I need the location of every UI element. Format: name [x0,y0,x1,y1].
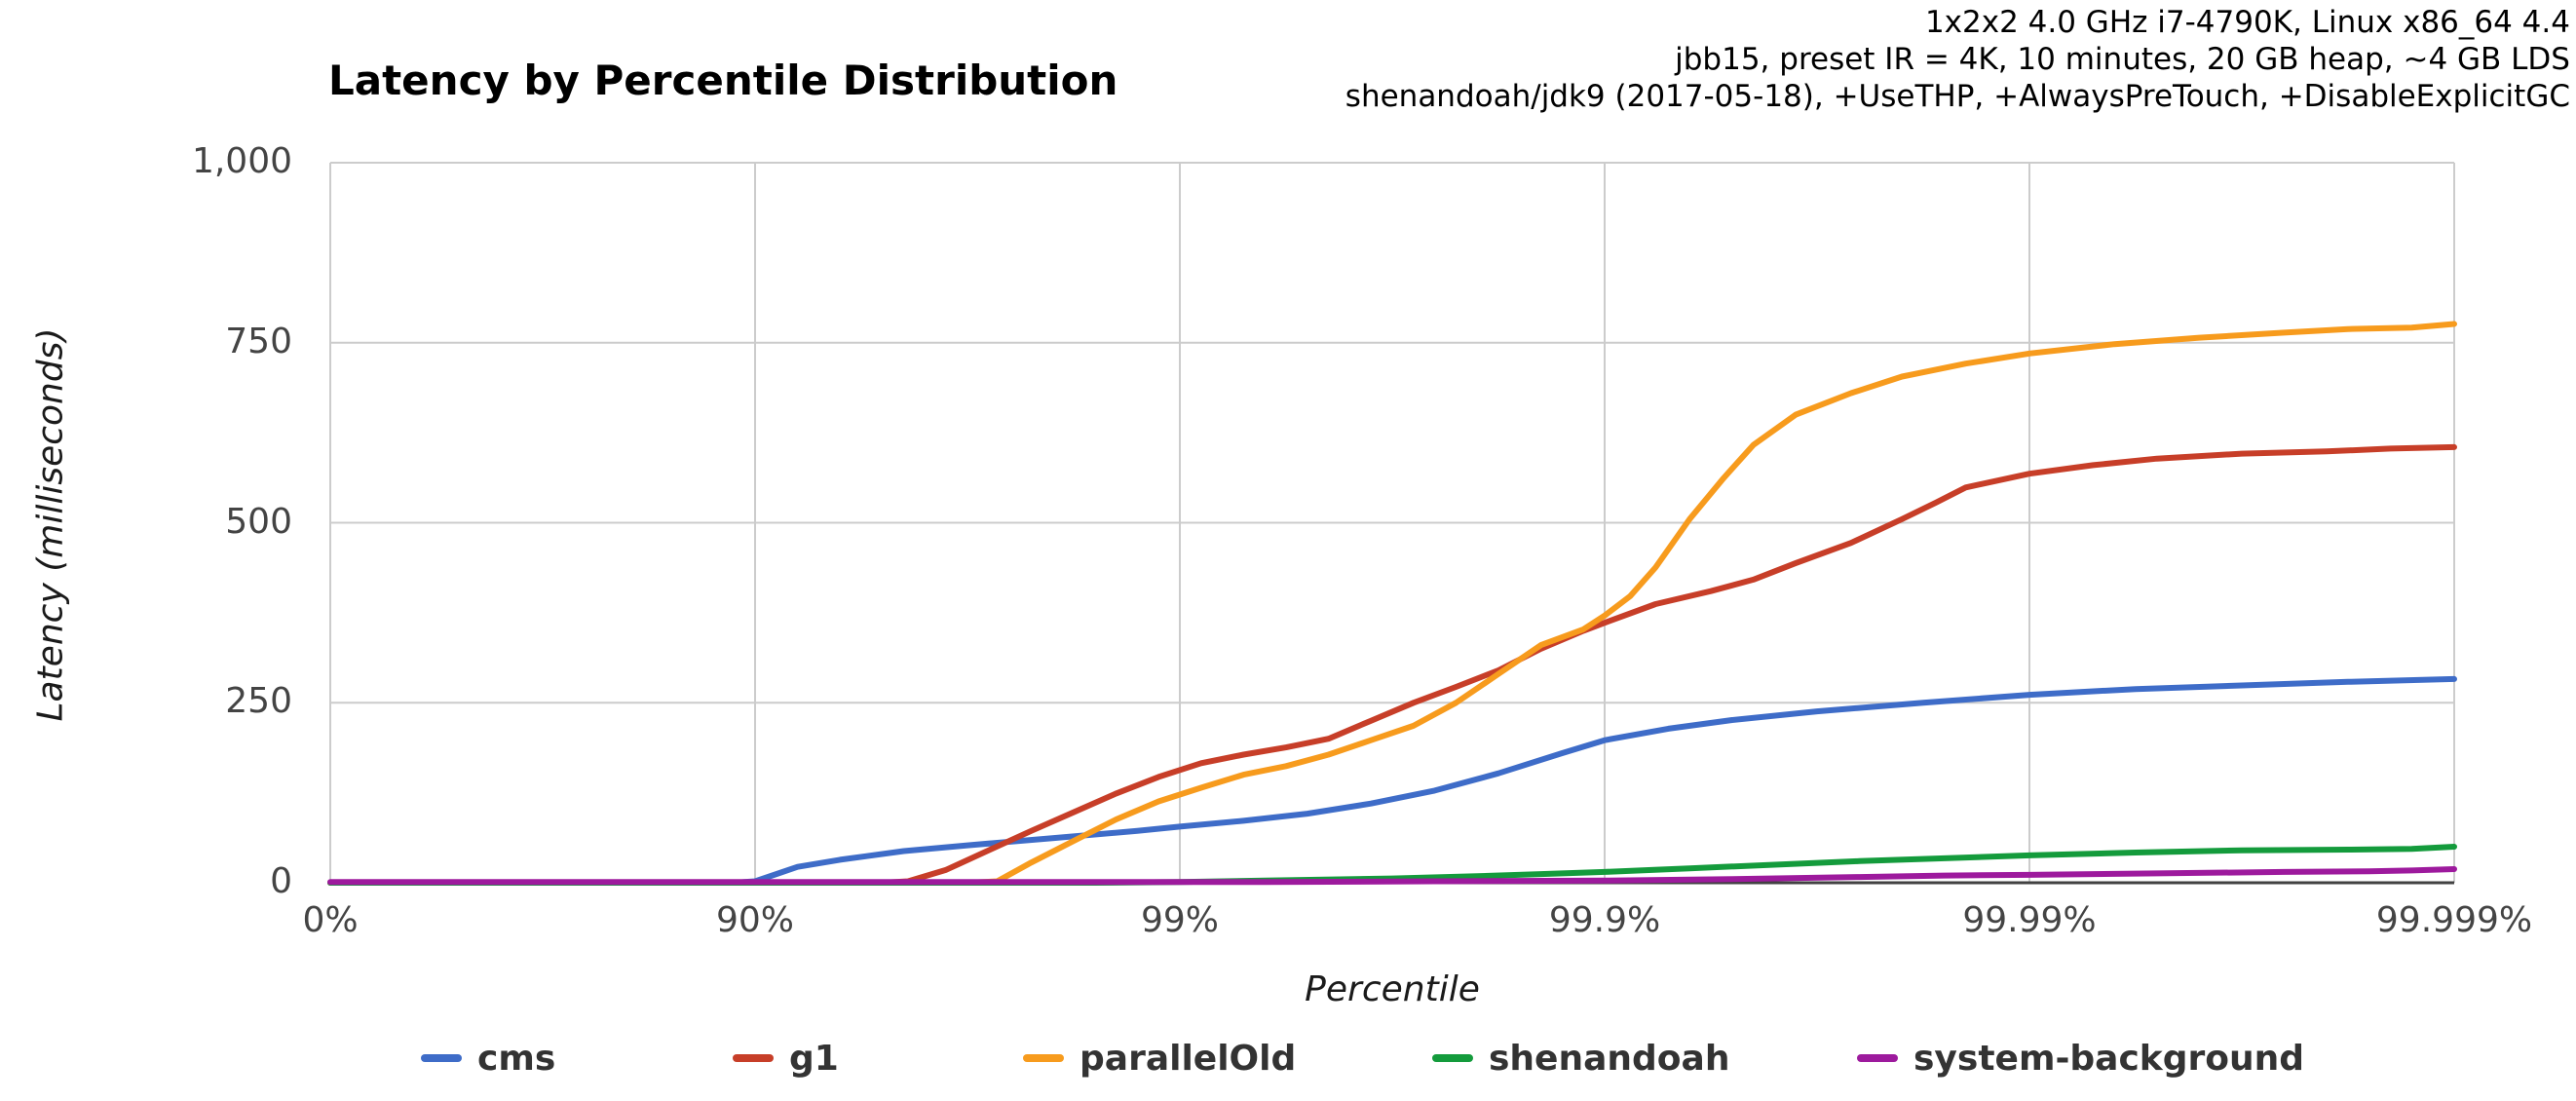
legend-item-parallelOld[interactable]: parallelOld [1023,1038,1297,1079]
series-line-g1[interactable] [327,443,2457,886]
legend-label: g1 [789,1038,839,1079]
x-tick-label: 99.99% [1962,900,2097,940]
legend-swatch-parallelOld [1023,1054,1064,1062]
series-line-system-background[interactable] [327,866,2457,886]
legend-item-g1[interactable]: g1 [733,1038,839,1079]
series-line-parallelOld[interactable] [327,321,2457,886]
y-axis-title: Latency (milliseconds) [30,327,71,722]
header-line: shenandoah/jdk9 (2017-05-18), +UseTHP, +… [1345,79,2570,114]
x-tick-label: 99.9% [1548,900,1661,940]
header-line: 1x2x2 4.0 GHz i7-4790K, Linux x86_64 4.4 [1924,5,2570,40]
x-tick-label: 99.999% [2375,900,2533,940]
legend-label: parallelOld [1080,1038,1297,1079]
series-line-cms[interactable] [327,675,2457,886]
y-tick-label: 750 [225,321,292,361]
y-tick-label: 500 [225,501,292,542]
x-tick-label: 90% [715,900,794,940]
y-tick-label: 250 [225,681,292,722]
legend-item-system-background[interactable]: system-background [1857,1038,2305,1079]
legend-label: shenandoah [1489,1038,1730,1079]
header-line: jbb15, preset IR = 4K, 10 minutes, 20 GB… [1675,42,2570,77]
legend-label: system-background [1913,1038,2305,1079]
legend-item-cms[interactable]: cms [421,1038,556,1079]
y-tick-label: 1,000 [191,141,292,181]
chart-title: Latency by Percentile Distribution [328,57,1118,104]
y-tick-label: 0 [270,861,292,901]
legend-swatch-shenandoah [1432,1054,1473,1062]
legend-item-shenandoah[interactable]: shenandoah [1432,1038,1730,1079]
series-line-shenandoah[interactable] [327,844,2457,886]
x-tick-label: 99% [1140,900,1219,940]
header-annotation: 1x2x2 4.0 GHz i7-4790K, Linux x86_64 4.4… [1345,4,2570,115]
x-tick-label: 0% [302,900,359,940]
legend-swatch-g1 [733,1054,774,1062]
x-axis-title: Percentile [1305,969,1480,1009]
legend-swatch-cms [421,1054,462,1062]
legend-label: cms [477,1038,556,1079]
legend-swatch-system-background [1857,1054,1898,1062]
